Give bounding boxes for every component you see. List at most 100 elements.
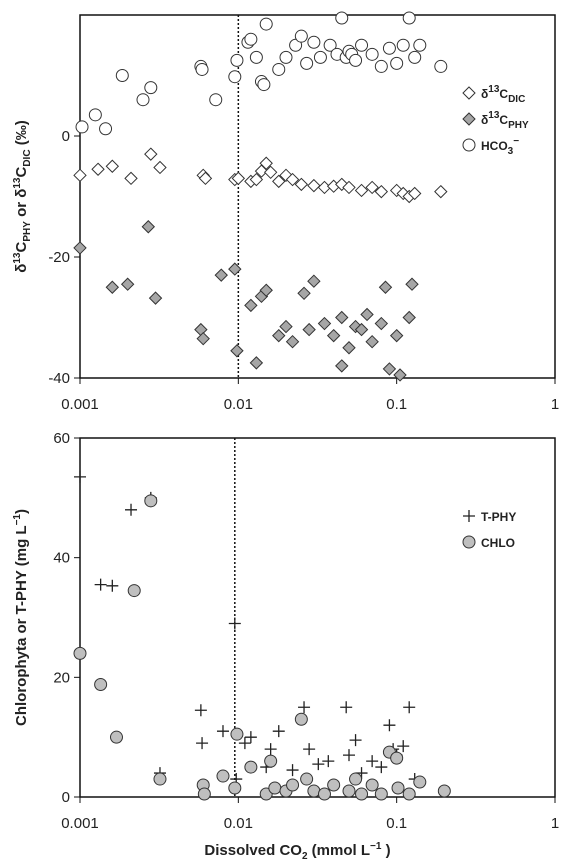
x-tick-label: 0.1 xyxy=(386,815,407,832)
point xyxy=(94,678,108,692)
y-tick-label: 40 xyxy=(53,550,70,567)
point xyxy=(91,162,105,176)
point xyxy=(300,56,314,70)
point xyxy=(279,50,293,64)
point xyxy=(289,38,303,52)
point xyxy=(300,772,314,786)
x-tick-label: 0.001 xyxy=(61,815,99,832)
point xyxy=(396,186,410,201)
point xyxy=(317,787,331,801)
point xyxy=(335,310,349,325)
point xyxy=(268,781,282,795)
point xyxy=(374,316,389,331)
point xyxy=(264,754,278,768)
point xyxy=(214,268,228,282)
point xyxy=(216,769,230,783)
point xyxy=(244,32,258,46)
point xyxy=(335,359,349,373)
point xyxy=(144,81,158,95)
point xyxy=(153,772,167,786)
x-axis-title: Dissolved CO2 (mmol L−1 ) xyxy=(204,841,390,862)
point xyxy=(244,760,258,774)
point xyxy=(125,503,138,516)
point xyxy=(228,262,242,276)
point xyxy=(244,731,257,744)
point xyxy=(327,778,341,792)
point xyxy=(259,17,273,31)
point xyxy=(297,286,311,301)
point xyxy=(354,322,369,337)
y-tick-label: -40 xyxy=(48,370,70,387)
legend-box xyxy=(457,502,549,570)
point xyxy=(365,778,379,792)
point xyxy=(136,93,150,107)
legend-marker xyxy=(462,112,476,126)
point xyxy=(390,56,404,70)
point xyxy=(74,470,86,483)
point xyxy=(228,617,241,630)
point xyxy=(391,781,405,795)
y-tick-label: 20 xyxy=(53,669,70,686)
point xyxy=(88,108,102,122)
point xyxy=(238,737,251,750)
point xyxy=(216,725,229,738)
point xyxy=(144,494,158,508)
x-tick-label: 1 xyxy=(551,815,559,832)
legend-marker xyxy=(462,535,476,549)
point xyxy=(349,53,363,67)
point xyxy=(312,758,325,771)
plot-frame xyxy=(79,14,556,379)
point xyxy=(303,743,316,756)
point xyxy=(322,755,335,768)
point xyxy=(354,183,369,198)
point xyxy=(307,274,321,288)
point xyxy=(127,584,141,598)
point xyxy=(326,328,341,343)
point xyxy=(257,78,271,92)
point xyxy=(294,177,309,192)
legend-label: CHLO xyxy=(481,536,515,550)
point xyxy=(73,168,87,183)
point xyxy=(196,331,210,346)
point xyxy=(402,11,416,25)
point xyxy=(307,178,321,193)
point xyxy=(230,727,244,741)
point xyxy=(323,38,337,52)
point xyxy=(340,701,353,714)
point xyxy=(294,712,308,726)
point xyxy=(249,50,263,64)
legend-marker xyxy=(463,510,475,522)
point xyxy=(272,174,286,189)
point xyxy=(279,319,293,334)
point xyxy=(209,93,223,107)
x-tick-label: 1 xyxy=(551,396,559,413)
legend-marker xyxy=(462,86,476,100)
point xyxy=(73,646,87,660)
plot-frame xyxy=(79,437,556,798)
point xyxy=(365,334,379,349)
point xyxy=(434,184,448,199)
point xyxy=(374,787,388,801)
point xyxy=(231,171,246,186)
y-tick-label: 0 xyxy=(62,789,70,806)
point xyxy=(342,180,356,195)
point xyxy=(382,41,396,55)
point xyxy=(335,177,349,192)
legend-marker xyxy=(462,138,476,152)
point xyxy=(109,730,123,744)
point xyxy=(389,183,404,198)
point xyxy=(405,277,419,291)
point xyxy=(383,719,396,732)
point xyxy=(272,725,285,738)
point xyxy=(73,241,87,255)
point xyxy=(374,59,388,73)
point xyxy=(230,53,244,67)
point xyxy=(355,787,369,801)
point xyxy=(355,38,369,52)
point xyxy=(285,334,300,349)
legend-label: δ13CPHY xyxy=(481,110,529,131)
point xyxy=(263,165,278,180)
x-tick-label: 0.01 xyxy=(224,396,253,413)
point xyxy=(313,50,327,64)
point xyxy=(408,50,422,64)
